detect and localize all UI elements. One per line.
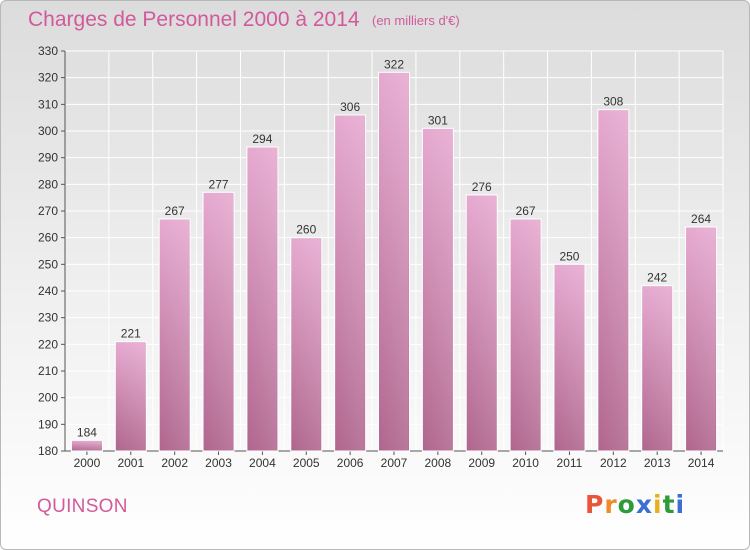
logo-letter: o — [617, 490, 636, 519]
logo-letter: i — [653, 490, 663, 519]
value-label-2005: 260 — [296, 223, 316, 237]
logo-letter: r — [604, 490, 618, 519]
y-tick-label: 180 — [38, 444, 58, 458]
bar-highlight — [247, 148, 277, 451]
value-label-2007: 322 — [384, 57, 404, 71]
y-tick-label: 320 — [38, 71, 58, 85]
chart-title: Charges de Personnel 2000 à 2014 — [28, 8, 360, 31]
x-tick-label-2001: 2001 — [117, 456, 144, 470]
y-tick-label: 210 — [38, 364, 58, 378]
y-tick-label: 200 — [38, 391, 58, 405]
x-tick-label-2007: 2007 — [381, 456, 408, 470]
y-tick-label: 300 — [38, 124, 58, 138]
bar-highlight — [116, 342, 146, 451]
bar-highlight — [598, 110, 628, 452]
bar-highlight — [335, 116, 365, 451]
value-label-2011: 250 — [559, 249, 579, 263]
x-tick-label-2006: 2006 — [337, 456, 364, 470]
value-label-2009: 276 — [472, 180, 492, 194]
bar-highlight — [511, 220, 541, 451]
y-tick-label: 280 — [38, 177, 58, 191]
axis-layer: 180 190 200 210 220 230 240 250 260 270 280 290 300 3… — [38, 44, 723, 470]
bar-highlight — [554, 265, 584, 451]
bar-highlight — [423, 129, 453, 452]
logo-letter: x — [635, 490, 653, 519]
x-tick-label-2014: 2014 — [688, 456, 715, 470]
bar-layer — [70, 71, 718, 452]
logo-letter: i — [675, 490, 686, 519]
y-tick-label: 220 — [38, 337, 58, 351]
y-tick-label: 290 — [38, 151, 58, 165]
x-tick-label-2013: 2013 — [644, 456, 671, 470]
proxiti-logo[interactable]: Proxiti — [585, 490, 685, 519]
logo-letter: t — [662, 490, 676, 519]
place-name: QUINSON — [37, 496, 128, 517]
bar-highlight — [160, 220, 190, 451]
bar-highlight — [686, 228, 716, 451]
x-tick-label-2011: 2011 — [557, 456, 583, 470]
value-label-2003: 277 — [209, 177, 229, 191]
value-label-2012: 308 — [603, 95, 623, 109]
value-label-2008: 301 — [428, 113, 448, 127]
bar-highlight — [467, 196, 497, 451]
y-tick-label: 230 — [38, 311, 58, 325]
value-label-2010: 267 — [516, 204, 536, 218]
x-tick-label-2005: 2005 — [293, 456, 320, 470]
bar-highlight — [204, 193, 234, 452]
y-tick-label: 240 — [38, 284, 58, 298]
bar-highlight — [72, 441, 102, 451]
bar-highlight — [379, 73, 409, 451]
x-tick-label-2003: 2003 — [205, 456, 232, 470]
x-tick-label-2004: 2004 — [249, 456, 276, 470]
chart-unit-note: (en milliers d'€) — [372, 13, 460, 28]
value-label-2004: 294 — [252, 132, 272, 146]
bar-highlight — [291, 238, 321, 451]
logo-letter: P — [585, 490, 605, 519]
value-label-2013: 242 — [647, 271, 667, 285]
y-tick-label: 310 — [38, 97, 58, 111]
y-tick-label: 250 — [38, 257, 58, 271]
y-tick-label: 190 — [38, 417, 58, 431]
x-tick-label-2000: 2000 — [74, 456, 101, 470]
bar-highlight — [642, 286, 672, 451]
x-tick-label-2002: 2002 — [161, 456, 188, 470]
value-label-2000: 184 — [77, 425, 97, 439]
y-tick-label: 330 — [38, 44, 58, 58]
x-tick-label-2008: 2008 — [425, 456, 452, 470]
value-label-2001: 221 — [121, 327, 141, 341]
value-label-2014: 264 — [691, 212, 711, 226]
y-tick-label: 270 — [38, 204, 58, 218]
x-tick-label-2009: 2009 — [468, 456, 495, 470]
value-label-2002: 267 — [165, 204, 185, 218]
x-tick-label-2012: 2012 — [600, 456, 627, 470]
label-layer: 184 221 267 277 294 260 306 322 301 276 267 250 308 2… — [77, 57, 711, 439]
x-tick-label-2010: 2010 — [512, 456, 539, 470]
value-label-2006: 306 — [340, 100, 360, 114]
y-tick-label: 260 — [38, 231, 58, 245]
